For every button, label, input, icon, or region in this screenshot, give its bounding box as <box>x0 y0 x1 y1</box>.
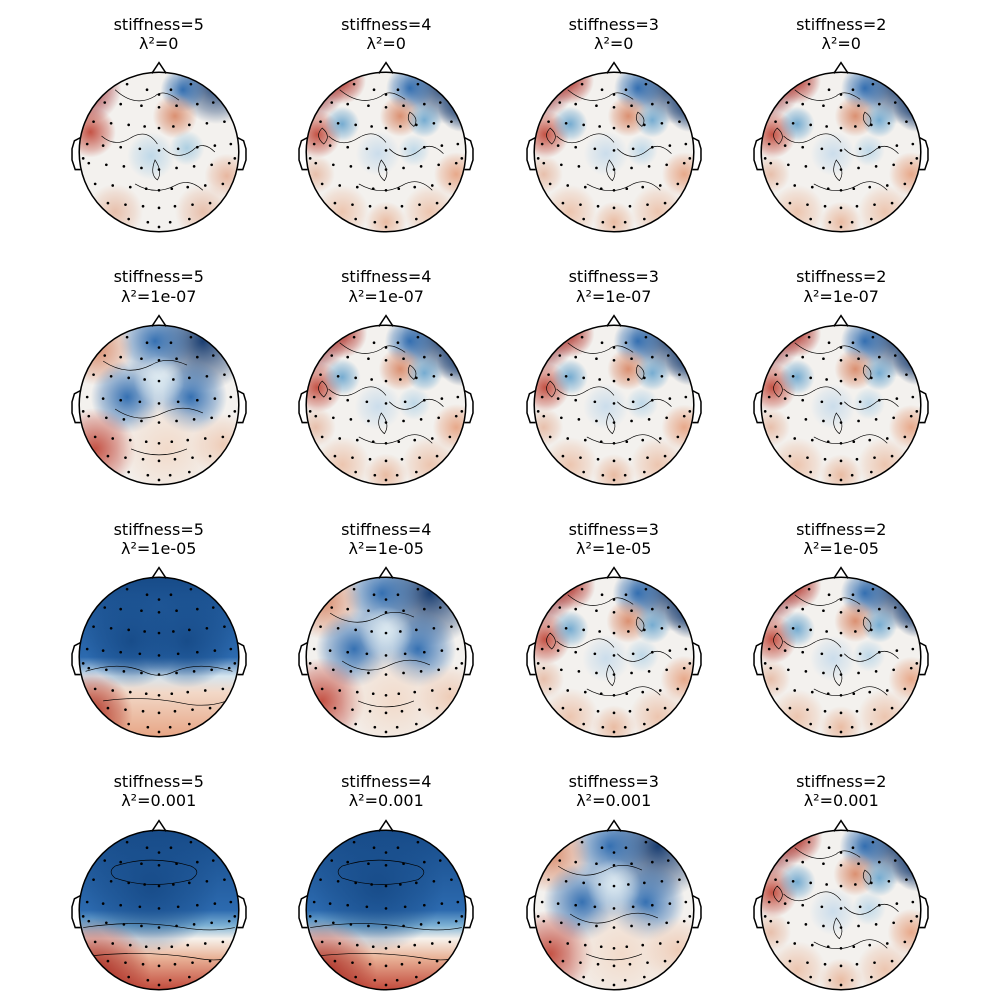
panel-title: stiffness=4 λ²=0 <box>341 15 431 53</box>
topomap-cell: stiffness=5 λ²=0.001 <box>60 772 258 1004</box>
topomap-cell: stiffness=2 λ²=0.001 <box>743 772 941 1004</box>
panel-title: stiffness=4 λ²=1e-05 <box>341 520 431 558</box>
panel-title: stiffness=3 λ²=1e-07 <box>569 267 659 305</box>
topomap <box>746 310 936 500</box>
topomap <box>519 562 709 752</box>
topomap-grid: stiffness=5 λ²=0 stiffness=4 λ²=0 stiffnes… <box>60 15 940 985</box>
panel-title: stiffness=3 λ²=0.001 <box>569 772 659 810</box>
topomap <box>746 815 936 1005</box>
panel-title: stiffness=5 λ²=1e-07 <box>114 267 204 305</box>
panel-title: stiffness=5 λ²=0 <box>114 15 204 53</box>
panel-title: stiffness=2 λ²=1e-07 <box>796 267 886 305</box>
topomap <box>64 815 254 1005</box>
topomap-cell: stiffness=5 λ²=1e-05 <box>60 520 258 752</box>
topomap-cell: stiffness=2 λ²=1e-05 <box>743 520 941 752</box>
topomap-cell: stiffness=5 λ²=0 <box>60 15 258 247</box>
panel-title: stiffness=4 λ²=1e-07 <box>341 267 431 305</box>
panel-title: stiffness=2 λ²=0 <box>796 15 886 53</box>
topomap <box>291 57 481 247</box>
topomap-cell: stiffness=3 λ²=0.001 <box>515 772 713 1004</box>
topomap-cell: stiffness=5 λ²=1e-07 <box>60 267 258 499</box>
topomap <box>291 310 481 500</box>
panel-title: stiffness=3 λ²=0 <box>569 15 659 53</box>
topomap <box>519 310 709 500</box>
topomap <box>64 310 254 500</box>
topomap-cell: stiffness=3 λ²=1e-05 <box>515 520 713 752</box>
topomap <box>291 815 481 1005</box>
panel-title: stiffness=5 λ²=1e-05 <box>114 520 204 558</box>
panel-title: stiffness=4 λ²=0.001 <box>341 772 431 810</box>
topomap-cell: stiffness=4 λ²=1e-07 <box>288 267 486 499</box>
topomap-cell: stiffness=3 λ²=1e-07 <box>515 267 713 499</box>
topomap-cell: stiffness=4 λ²=0 <box>288 15 486 247</box>
topomap-cell: stiffness=4 λ²=0.001 <box>288 772 486 1004</box>
topomap-cell: stiffness=2 λ²=0 <box>743 15 941 247</box>
panel-title: stiffness=5 λ²=0.001 <box>114 772 204 810</box>
topomap <box>291 562 481 752</box>
topomap <box>519 815 709 1005</box>
topomap <box>746 57 936 247</box>
topomap <box>64 562 254 752</box>
topomap-cell: stiffness=4 λ²=1e-05 <box>288 520 486 752</box>
panel-title: stiffness=2 λ²=0.001 <box>796 772 886 810</box>
topomap <box>64 57 254 247</box>
topomap-cell: stiffness=2 λ²=1e-07 <box>743 267 941 499</box>
panel-title: stiffness=2 λ²=1e-05 <box>796 520 886 558</box>
topomap <box>519 57 709 247</box>
topomap <box>746 562 936 752</box>
topomap-cell: stiffness=3 λ²=0 <box>515 15 713 247</box>
panel-title: stiffness=3 λ²=1e-05 <box>569 520 659 558</box>
